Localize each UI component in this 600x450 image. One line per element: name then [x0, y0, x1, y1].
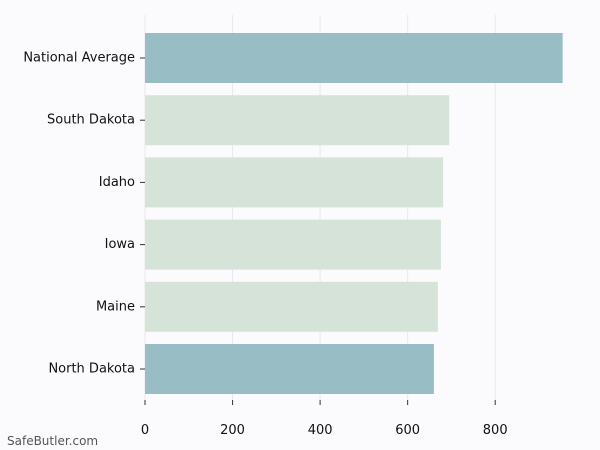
bar-south-dakota: [145, 95, 450, 146]
x-tick-label-600: 600: [395, 423, 420, 438]
bar-idaho: [145, 157, 444, 208]
bar-maine: [145, 281, 438, 332]
y-axis-labels: National Average South Dakota Idaho Iowa Mai…: [23, 51, 145, 377]
y-tick-label-idaho: Idaho: [99, 175, 135, 190]
y-tick-label-national-average: National Average: [23, 51, 135, 66]
bars: [145, 33, 563, 394]
bar-national-average: [145, 33, 563, 83]
x-tick-label-400: 400: [308, 423, 333, 438]
y-tick-label-iowa: Iowa: [105, 237, 135, 252]
x-tick-label-200: 200: [220, 423, 245, 438]
bar-north-dakota: [145, 344, 434, 394]
bar-iowa: [145, 219, 441, 270]
watermark: SafeButler.com: [7, 434, 99, 448]
x-tick-label-0: 0: [141, 423, 149, 438]
x-tick-label-800: 800: [483, 423, 508, 438]
y-tick-label-maine: Maine: [96, 299, 135, 314]
y-tick-label-south-dakota: South Dakota: [47, 113, 135, 128]
y-tick-label-north-dakota: North Dakota: [48, 362, 135, 377]
x-axis-ticks: 0 200 400 600 800: [141, 400, 508, 438]
